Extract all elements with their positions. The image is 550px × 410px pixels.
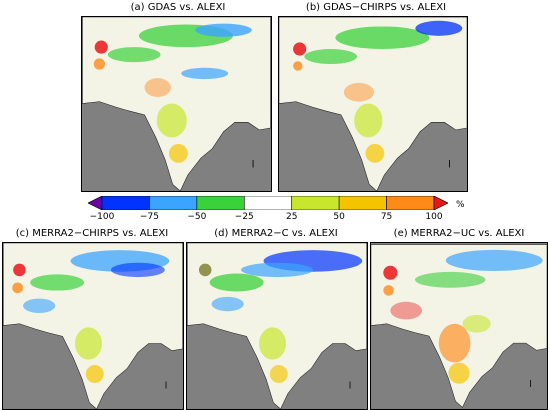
map-svg: l — [371, 244, 547, 408]
anomaly-patches — [12, 250, 170, 383]
map-svg: l — [187, 243, 367, 409]
colorbar-segment — [196, 196, 245, 210]
map-panel-a: (a) GDAS vs. ALEXI l — [78, 0, 278, 192]
svg-text:l: l — [165, 381, 168, 391]
map-image: l — [278, 16, 468, 192]
map-image: l — [186, 242, 368, 410]
colorbar: −100 −75 −50 −25 25 50 75 100 % — [88, 196, 465, 222]
map-panel-d: (d) MERRA2−C vs. ALEXI l — [184, 226, 368, 410]
panel-title: (e) MERRA2−UC vs. ALEXI — [393, 228, 525, 239]
map-panel-c: (c) MERRA2−CHIRPS vs. ALEXI l — [0, 226, 184, 410]
svg-text:l: l — [349, 381, 352, 391]
panel-title: (a) GDAS vs. ALEXI — [130, 2, 226, 13]
colorbar-segment — [433, 196, 448, 210]
colorbar-tick-label: −25 — [234, 212, 254, 222]
colorbar-tick-label: −75 — [139, 212, 159, 222]
colorbar-segment — [88, 196, 103, 210]
anomaly-patches — [93, 23, 252, 163]
map-panel-b: (b) GDAS−CHIRPS vs. ALEXI l — [276, 0, 476, 192]
svg-text:l: l — [448, 159, 451, 170]
colorbar-tick-label: 50 — [333, 212, 345, 222]
panel-title: (c) MERRA2−CHIRPS vs. ALEXI — [15, 228, 169, 239]
colorbar-tick-label: 25 — [285, 212, 298, 222]
panel-title: (d) MERRA2−C vs. ALEXI — [214, 228, 338, 239]
map-svg: l — [3, 243, 183, 409]
colorbar-tick-label: 75 — [380, 212, 393, 222]
map-panel-e: (e) MERRA2−UC vs. ALEXI l — [368, 226, 550, 410]
svg-text:l: l — [529, 380, 531, 390]
map-image: l — [2, 242, 184, 410]
colorbar-segment — [291, 196, 340, 210]
colorbar-unit: % — [456, 200, 465, 210]
panel-title: (b) GDAS−CHIRPS vs. ALEXI — [305, 2, 447, 13]
colorbar-segment — [243, 196, 293, 210]
colorbar-segment — [338, 196, 387, 210]
colorbar-segment — [149, 196, 198, 210]
map-image: l — [370, 242, 548, 410]
svg-text:l: l — [252, 159, 255, 170]
colorbar-tick-label: −100 — [89, 212, 115, 222]
anomaly-patches — [293, 20, 463, 163]
map-image: l — [81, 16, 272, 192]
colorbar-segment — [386, 196, 435, 210]
colorbar-tick-label: 100 — [425, 212, 443, 222]
map-svg: l — [279, 17, 467, 191]
anomaly-patches — [198, 250, 363, 383]
colorbar-tick-label: −50 — [187, 212, 207, 222]
colorbar-segment — [101, 196, 150, 210]
map-svg: l — [82, 17, 271, 191]
colorbar-scale — [88, 196, 448, 210]
anomaly-patches — [383, 249, 543, 384]
